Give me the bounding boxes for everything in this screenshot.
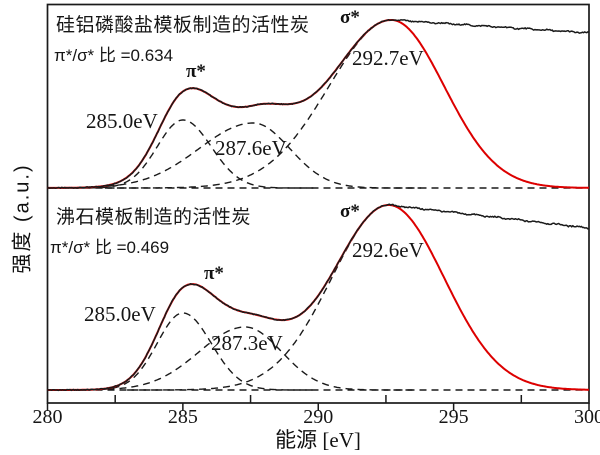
top-pi-star-label: π* [186,61,206,82]
top-sigma-star-label: σ* [340,7,360,28]
fit-line [47,204,589,391]
fit-component-dashed [47,326,413,391]
x-tick-label: 300 [574,406,600,428]
top-peak-285-label: 285.0eV [86,109,158,133]
bottom-sigma-star-label: σ* [340,201,360,222]
x-tick-label: 290 [303,406,334,428]
bottom-peak-292-label: 292.6eV [352,238,424,262]
fit-component-dashed [47,122,422,189]
bottom-peak-285-label: 285.0eV [84,302,156,326]
bottom-pi-star-label: π* [204,263,224,284]
top-ratio-label: π*/σ* 比 =0.634 [54,46,174,65]
bottom-ratio-label: π*/σ* 比 =0.469 [50,238,170,257]
top-peak-287-label: 287.6eV [215,136,287,160]
fit-component-dashed [64,119,314,189]
x-tick-label: 285 [167,406,198,428]
x-tick-label: 295 [438,406,469,428]
fit-component-dashed [127,204,589,391]
experimental-line [47,203,590,392]
top-peak-292-label: 292.7eV [352,46,424,70]
bottom-peak-287-label: 287.3eV [211,331,283,355]
experimental-line [47,18,590,190]
top-sample-label: 硅铝磷酸盐模板制造的活性炭 [56,15,310,36]
fit-component-dashed [104,19,589,189]
y-axis-title: 强度 (a.u.) [11,163,34,274]
bottom-sample-label: 沸石模板制造的活性炭 [56,207,252,228]
x-tick-label: 280 [32,406,63,428]
x-axis-title: 能源 [eV] [275,428,361,452]
